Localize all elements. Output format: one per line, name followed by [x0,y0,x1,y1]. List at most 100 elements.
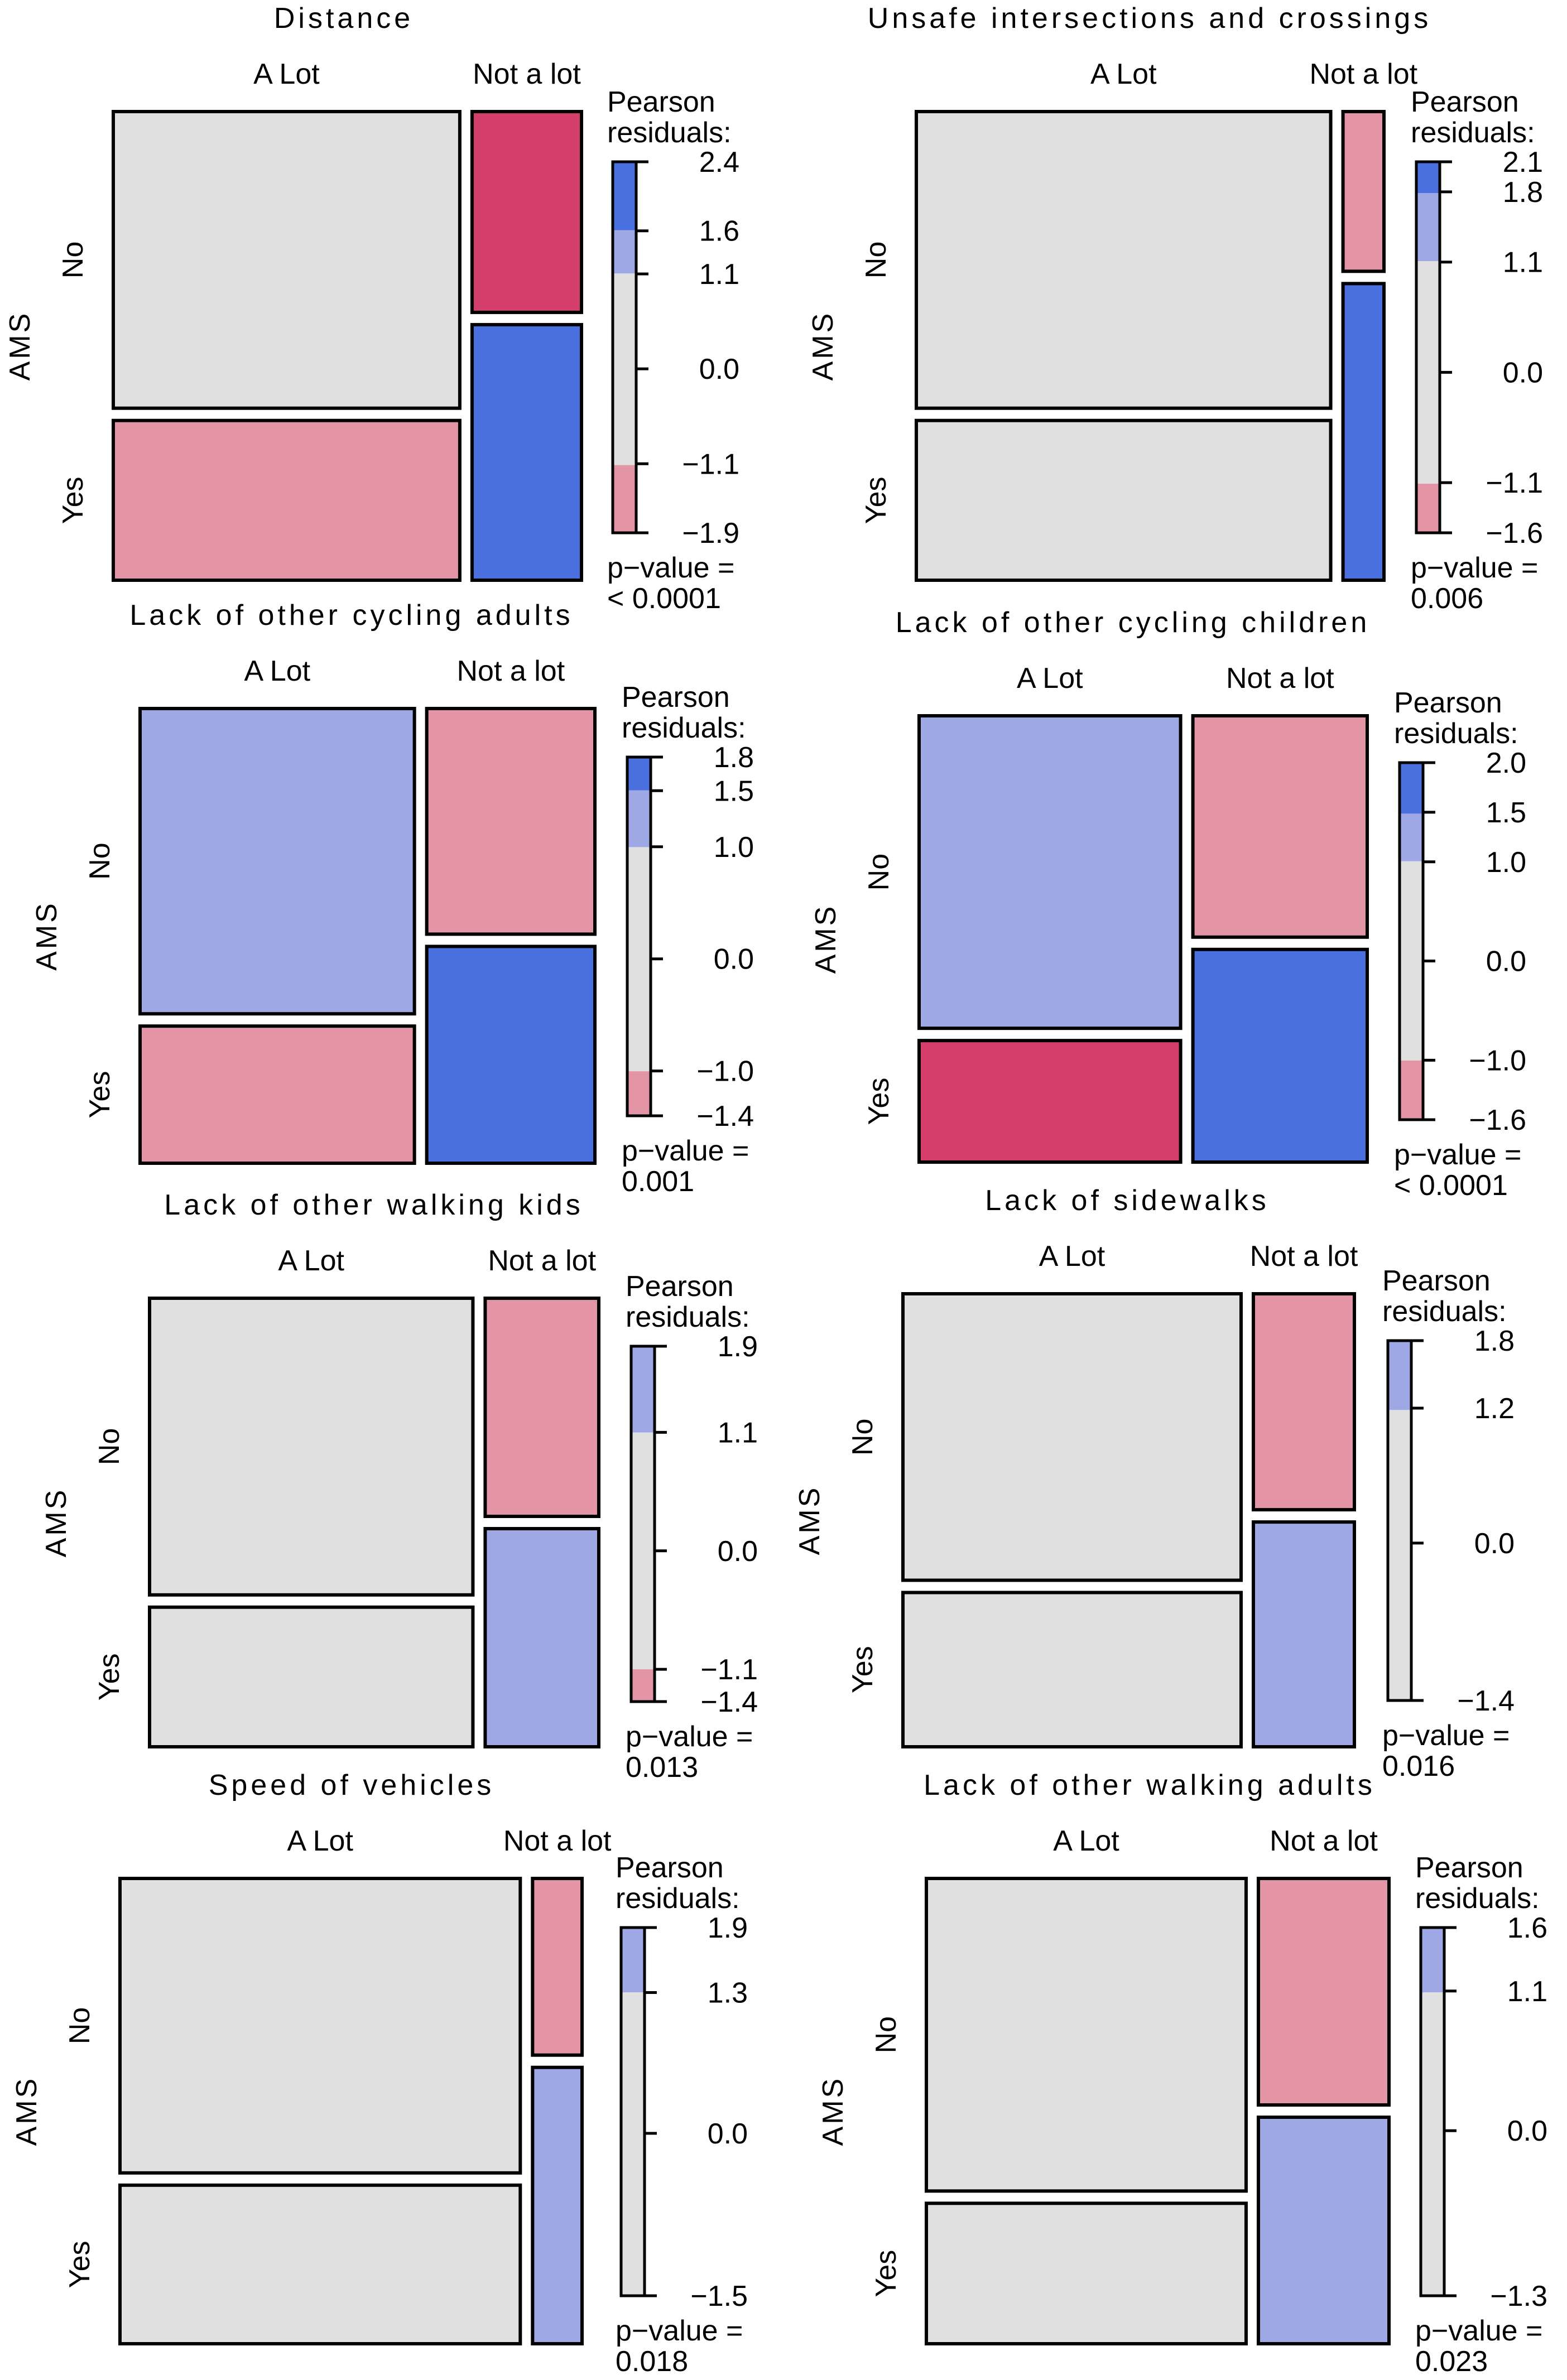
legend-band [627,1088,651,1092]
row-label: No [870,2016,902,2053]
legend-band [627,1032,651,1035]
legend-band [621,2185,645,2189]
legend-band [627,808,651,812]
legend-band [613,269,636,274]
legend-band [621,2056,645,2060]
mosaic-tile [925,1877,1248,2193]
legend-band [627,903,651,907]
legend-band [631,1408,655,1412]
legend-band [627,894,651,898]
legend-band [621,2253,645,2257]
legend-band [1421,2096,1444,2100]
legend-band [621,2243,645,2247]
legend-band [1388,1485,1411,1488]
legend-band [621,2283,645,2287]
legend-band [631,1610,655,1613]
legend-band [1421,2249,1444,2253]
legend-band [631,1607,655,1611]
legend-band [627,1106,651,1110]
legend-band [1400,965,1423,969]
legend-band [1421,1955,1444,1959]
legend-band [627,844,651,847]
legend-band [1421,2114,1444,2118]
legend-band [1421,2133,1444,2137]
mosaic-tile [917,1039,1183,1164]
legend-band [631,1544,655,1548]
legend-band [621,2124,645,2128]
legend-band [613,273,636,277]
legend-band [1400,1033,1423,1037]
legend-band [621,2200,645,2204]
legend-band [631,1621,655,1625]
legend-band [621,2256,645,2259]
legend-band [621,2121,645,2124]
legend-band [613,295,636,298]
legend-band [1416,199,1440,203]
legend-title: residuals: [607,117,732,149]
legend-band [631,1535,655,1539]
legend-band [621,2145,645,2149]
legend-band [1400,816,1423,820]
legend-band [631,1432,655,1435]
legend-band [1416,384,1440,388]
legend-band [621,2194,645,2198]
legend-band [613,307,636,311]
legend-band [1421,2216,1444,2220]
legend-band [627,775,651,779]
legend-band [1388,1376,1411,1380]
legend-band [631,1521,655,1525]
legend-band [631,1627,655,1631]
legend-band [1421,2071,1444,2075]
legend-band [1416,295,1440,298]
legend-band [1400,855,1423,859]
legend-band [627,784,651,788]
legend-band [1400,1066,1423,1069]
legend-band [627,763,651,767]
legend-band [613,415,636,419]
row-variable-label: AMS [31,901,63,971]
legend-band [1388,1535,1411,1539]
legend-band [1400,998,1423,1001]
legend-band [631,1553,655,1557]
legend-band [1421,2280,1444,2284]
legend-band [631,1616,655,1619]
legend-band [631,1372,655,1376]
legend-band [1400,923,1423,927]
legend-band [627,945,651,949]
legend-band [1400,1107,1423,1111]
legend-band [613,406,636,409]
legend-band [1421,2022,1444,2026]
legend-band [1400,932,1423,936]
legend-band [1388,1505,1411,1509]
pvalue-label: p−value = [1415,2315,1542,2347]
legend-band [621,2234,645,2238]
legend-band [631,1633,655,1637]
legend-band [1400,789,1423,793]
legend-band [1400,866,1423,870]
legend-band [613,505,636,509]
legend-band [1400,881,1423,885]
legend-band [613,514,636,518]
legend-band [621,2148,645,2152]
legend-band [1421,1992,1444,1996]
legend-band [1421,2219,1444,2223]
legend-band [1421,2173,1444,2177]
legend-band [1421,2161,1444,2165]
legend-band [1400,810,1423,814]
legend-band [1421,2069,1444,2073]
legend-band [631,1509,655,1512]
legend-band [1416,474,1440,478]
legend-band [627,1014,651,1018]
legend-band [631,1586,655,1589]
legend-band [1388,1409,1411,1413]
legend-band [1388,1559,1411,1563]
legend-band [621,1986,645,1989]
legend-band [631,1438,655,1442]
legend-band [1388,1487,1411,1491]
legend-band [1388,1605,1411,1608]
legend-band [613,165,636,168]
legend-band [613,443,636,447]
legend-tick-label: −1.1 [700,1654,758,1686]
legend-band [1421,1928,1444,1931]
legend-band [1421,1940,1444,1944]
